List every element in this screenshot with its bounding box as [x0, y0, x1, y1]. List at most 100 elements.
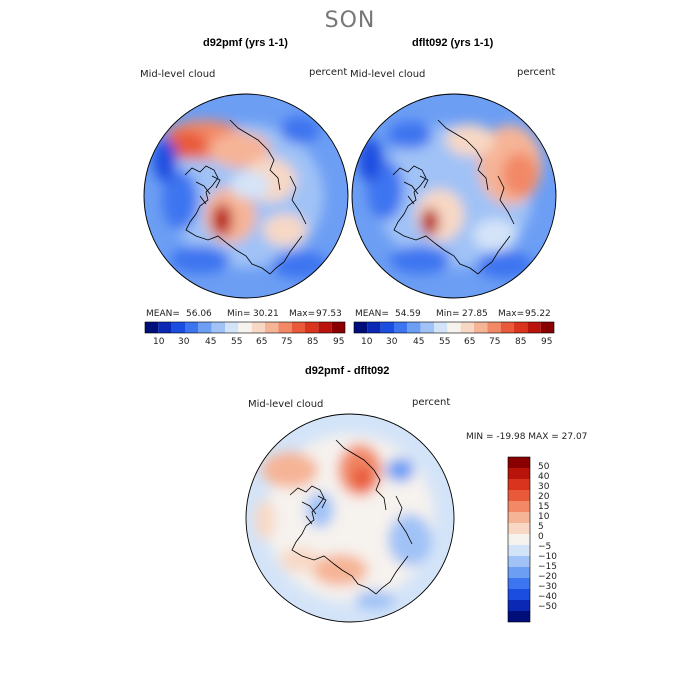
colorbar-swatch	[487, 322, 501, 333]
diff-colorbar-swatch	[508, 468, 530, 479]
cb2-tick: 65	[464, 337, 476, 347]
panel-2-field-label: Mid-level cloud	[350, 69, 426, 80]
panel-1-map	[144, 94, 348, 298]
colorbar-swatch	[145, 322, 159, 333]
diff-colorbar-swatch	[508, 479, 530, 490]
cb3-label: −50	[538, 602, 557, 612]
colorbar-swatch	[318, 322, 332, 333]
diff-field-label: Mid-level cloud	[248, 399, 324, 410]
cb1-tick: 45	[205, 337, 217, 347]
panel-2-min-value: 27.85	[462, 309, 488, 319]
panel-2-max-value: 95.22	[525, 309, 551, 319]
cb3-label: −20	[538, 572, 557, 582]
cb1-tick: 85	[307, 337, 319, 347]
colorbar-swatch	[527, 322, 541, 333]
diff-colorbar-swatch	[508, 611, 530, 622]
panel-1-min-value: 30.21	[253, 309, 279, 319]
diff-colorbar-swatch	[508, 534, 530, 545]
cb2-tick: 30	[386, 337, 398, 347]
diff-panel-title: d92pmf - dflt092	[305, 365, 390, 377]
colorbar-swatch	[500, 322, 514, 333]
diff-colorbar-swatch	[508, 457, 530, 468]
colorbar-swatch	[238, 322, 252, 333]
colorbar-swatch	[265, 322, 279, 333]
colorbar-swatch	[434, 322, 448, 333]
panel-2-mean-value: 54.59	[395, 309, 421, 319]
diff-colorbar-swatch	[508, 589, 530, 600]
diff-min-max: MIN = -19.98 MAX = 27.07	[466, 432, 588, 442]
panel-1-title: d92pmf (yrs 1-1)	[203, 37, 288, 49]
diff-units: percent	[412, 397, 451, 408]
colorbar-swatch	[278, 322, 292, 333]
cb3-label: −10	[538, 552, 557, 562]
cb1-tick: 75	[281, 337, 293, 347]
panel-1-field-label: Mid-level cloud	[140, 69, 216, 80]
diff-colorbar-swatch	[508, 490, 530, 501]
panel-1-mean-label: MEAN=	[146, 309, 180, 319]
colorbar-swatch	[305, 322, 319, 333]
colorbar-swatch	[251, 322, 265, 333]
colorbar-swatch	[291, 322, 305, 333]
diff-colorbar-swatch	[508, 556, 530, 567]
cb1-tick: 65	[256, 337, 268, 347]
cb1-tick: 55	[231, 337, 243, 347]
diff-colorbar-swatch	[508, 545, 530, 556]
panel-2-title: dflt092 (yrs 1-1)	[412, 37, 494, 49]
cb1-tick: 95	[333, 337, 345, 347]
colorbar-swatch	[225, 322, 239, 333]
diff-colorbar-swatch	[508, 512, 530, 523]
cb3-label: 5	[538, 522, 544, 532]
diff-map	[246, 414, 454, 622]
cb3-label: 40	[538, 472, 550, 482]
colorbar-1	[144, 321, 346, 334]
figure-season-title: SON	[324, 8, 376, 33]
cb1-tick: 10	[153, 337, 165, 347]
panel-2-map	[352, 94, 556, 298]
colorbar-swatch	[158, 322, 172, 333]
colorbar-swatch	[198, 322, 212, 333]
colorbar-swatch	[380, 322, 394, 333]
colorbar-swatch	[474, 322, 488, 333]
colorbar-frame	[353, 321, 555, 334]
cb3-label: 20	[538, 492, 550, 502]
colorbar-swatch	[540, 322, 554, 333]
diff-colorbar-swatch	[508, 567, 530, 578]
cb3-label: −30	[538, 582, 557, 592]
diff-colorbar-swatch	[508, 501, 530, 512]
cb3-label: 10	[538, 512, 550, 522]
colorbar-swatch	[514, 322, 528, 333]
colorbar-swatch	[407, 322, 421, 333]
cb2-tick: 45	[413, 337, 425, 347]
panel-2-units: percent	[517, 67, 556, 78]
cb3-label: −15	[538, 562, 557, 572]
colorbar-swatch	[394, 322, 408, 333]
cb3-label: 15	[538, 502, 550, 512]
colorbar-swatch	[367, 322, 381, 333]
colorbar-diff	[507, 456, 531, 623]
cb3-label: −40	[538, 592, 557, 602]
cb2-tick: 55	[439, 337, 451, 347]
cb2-tick: 10	[361, 337, 373, 347]
cb3-label: 50	[538, 462, 550, 472]
cb2-tick: 85	[515, 337, 527, 347]
diff-colorbar-swatch	[508, 578, 530, 589]
colorbar-swatch	[354, 322, 368, 333]
panel-1-units: percent	[309, 67, 348, 78]
diff-colorbar-swatch	[508, 600, 530, 611]
colorbar-swatch	[460, 322, 474, 333]
colorbar-swatch	[185, 322, 199, 333]
panel-1-min-label: Min=	[227, 309, 251, 319]
colorbar-2	[353, 321, 555, 334]
diff-colorbar-frame	[507, 456, 531, 623]
panel-2-min-label: Min=	[436, 309, 460, 319]
panel-1-max-label: Max=	[289, 309, 316, 319]
colorbar-swatch	[331, 322, 345, 333]
colorbar-swatch	[420, 322, 434, 333]
colorbar-swatch	[211, 322, 225, 333]
colorbar-swatch	[447, 322, 461, 333]
cb3-label: 0	[538, 532, 544, 542]
cb3-label: −5	[538, 542, 552, 552]
panel-1-max-value: 97.53	[316, 309, 342, 319]
panel-2-max-label: Max=	[498, 309, 525, 319]
